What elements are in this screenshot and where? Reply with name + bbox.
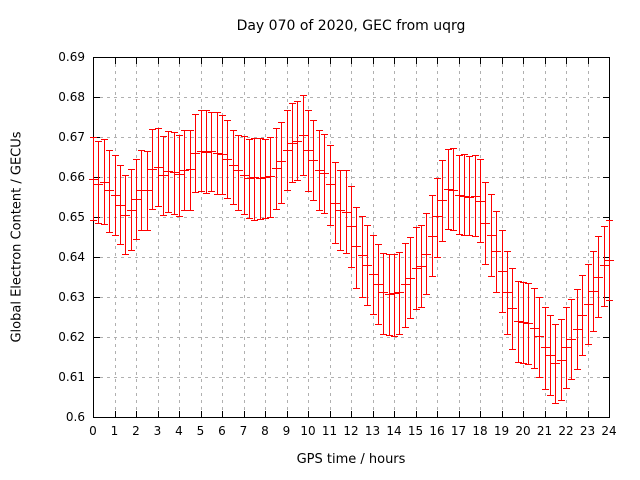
svg-text:0.64: 0.64 [58,250,85,264]
svg-text:17: 17 [451,424,466,438]
svg-text:24: 24 [601,424,616,438]
svg-text:0.68: 0.68 [58,90,85,104]
svg-text:22: 22 [558,424,573,438]
svg-text:0: 0 [89,424,97,438]
svg-text:13: 13 [365,424,380,438]
svg-text:18: 18 [472,424,487,438]
svg-text:4: 4 [175,424,183,438]
svg-text:2: 2 [132,424,140,438]
svg-text:12: 12 [343,424,358,438]
svg-text:0.69: 0.69 [58,50,85,64]
svg-text:23: 23 [580,424,595,438]
svg-text:15: 15 [408,424,423,438]
svg-text:16: 16 [429,424,444,438]
svg-text:21: 21 [537,424,552,438]
x-axis-label: GPS time / hours [296,452,406,467]
svg-text:10: 10 [300,424,315,438]
svg-text:8: 8 [261,424,269,438]
svg-text:0.67: 0.67 [58,130,85,144]
svg-text:0.63: 0.63 [58,290,85,304]
chart-title: Day 070 of 2020, GEC from uqrg [236,18,466,34]
svg-text:11: 11 [322,424,337,438]
svg-text:3: 3 [154,424,162,438]
svg-text:9: 9 [283,424,291,438]
svg-text:1: 1 [111,424,119,438]
svg-text:0.66: 0.66 [58,170,85,184]
svg-text:0.65: 0.65 [58,210,85,224]
svg-text:7: 7 [240,424,248,438]
svg-text:14: 14 [386,424,401,438]
svg-text:19: 19 [494,424,509,438]
svg-text:0.61: 0.61 [58,370,85,384]
svg-text:20: 20 [515,424,530,438]
svg-text:0.62: 0.62 [58,330,85,344]
svg-text:5: 5 [197,424,205,438]
svg-text:6: 6 [218,424,226,438]
svg-text:0.6: 0.6 [66,410,85,424]
